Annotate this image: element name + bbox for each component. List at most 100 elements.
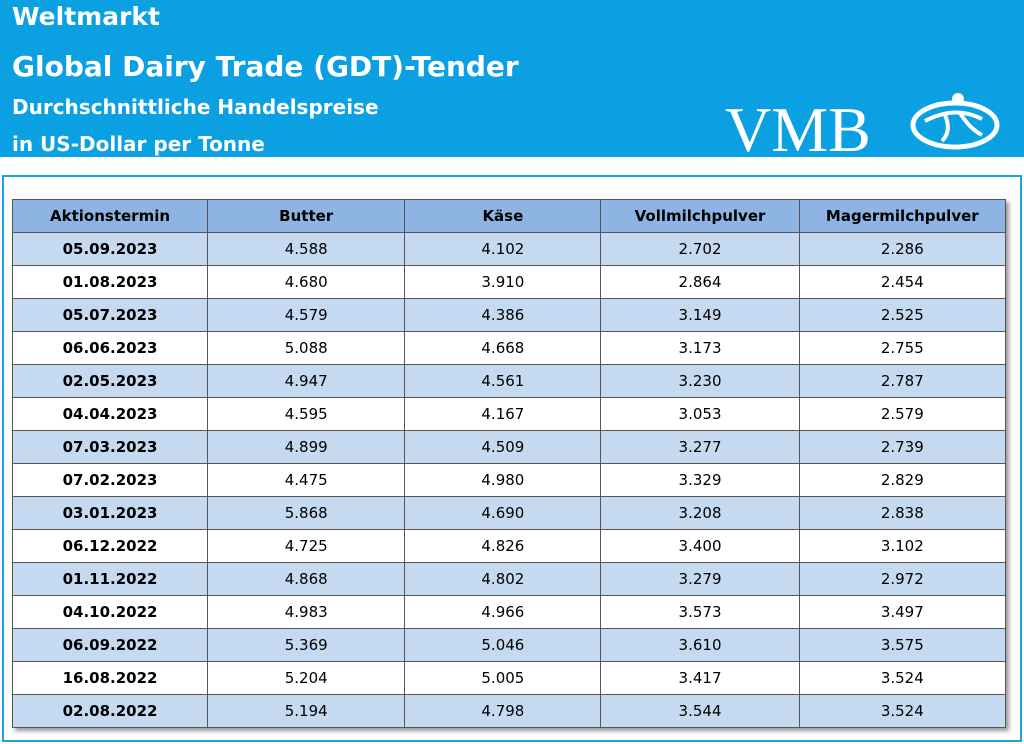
- logo: VMB: [725, 93, 1000, 157]
- price-cell: 4.595: [207, 397, 406, 431]
- price-cell: 3.208: [600, 496, 800, 530]
- price-cell: 4.668: [404, 331, 602, 365]
- price-cell: 4.102: [404, 232, 602, 266]
- price-cell: 3.173: [600, 331, 800, 365]
- price-cell: 3.279: [600, 562, 800, 596]
- table-row: 07.03.2023 4.899 4.509 3.277 2.739: [11, 430, 1007, 464]
- price-cell: 4.983: [207, 595, 406, 629]
- table-row: 05.09.2023 4.588 4.102 2.702 2.286: [11, 232, 1007, 266]
- logo-swirl: [924, 110, 983, 143]
- price-cell: 3.329: [600, 463, 800, 497]
- price-cell: 3.497: [798, 595, 1007, 629]
- price-cell: 2.787: [798, 364, 1007, 398]
- price-cell: 4.386: [404, 298, 602, 332]
- title: Weltmarkt: [12, 2, 160, 31]
- date-cell: 07.02.2023: [11, 463, 209, 497]
- date-cell: 06.06.2023: [11, 331, 209, 365]
- price-cell: 2.525: [798, 298, 1007, 332]
- price-cell: 3.400: [600, 529, 800, 563]
- table-row: 16.08.2022 5.204 5.005 3.417 3.524: [11, 661, 1007, 695]
- price-cell: 4.475: [207, 463, 406, 497]
- price-cell: 2.286: [798, 232, 1007, 266]
- price-cell: 4.966: [404, 595, 602, 629]
- price-cell: 2.829: [798, 463, 1007, 497]
- price-cell: 4.802: [404, 562, 602, 596]
- table-row: 06.09.2022 5.369 5.046 3.610 3.575: [11, 628, 1007, 662]
- price-cell: 3.544: [600, 694, 800, 728]
- table-row: 03.01.2023 5.868 4.690 3.208 2.838: [11, 496, 1007, 530]
- price-cell: 4.947: [207, 364, 406, 398]
- price-cell: 3.277: [600, 430, 800, 464]
- date-cell: 03.01.2023: [11, 496, 209, 530]
- price-cell: 4.680: [207, 265, 406, 299]
- date-cell: 16.08.2022: [11, 661, 209, 695]
- table-row: 04.10.2022 4.983 4.966 3.573 3.497: [11, 595, 1007, 629]
- table-row: 02.08.2022 5.194 4.798 3.544 3.524: [11, 694, 1007, 728]
- price-cell: 2.454: [798, 265, 1007, 299]
- price-cell: 3.102: [798, 529, 1007, 563]
- price-cell: 3.573: [600, 595, 800, 629]
- column-header: Aktionstermin: [11, 199, 209, 233]
- price-cell: 5.046: [404, 628, 602, 662]
- price-cell: 4.798: [404, 694, 602, 728]
- price-cell: 4.725: [207, 529, 406, 563]
- date-cell: 05.09.2023: [11, 232, 209, 266]
- table-row: 04.04.2023 4.595 4.167 3.053 2.579: [11, 397, 1007, 431]
- price-cell: 5.369: [207, 628, 406, 662]
- column-header: Magermilchpulver: [798, 199, 1007, 233]
- price-cell: 2.579: [798, 397, 1007, 431]
- price-cell: 4.167: [404, 397, 602, 431]
- table-row: 05.07.2023 4.579 4.386 3.149 2.525: [11, 298, 1007, 332]
- table-row: 01.08.2023 4.680 3.910 2.864 2.454: [11, 265, 1007, 299]
- price-table: Aktionstermin Butter Käse Vollmilchpulver Ma…: [11, 199, 1007, 728]
- column-header: Käse: [404, 199, 602, 233]
- price-cell: 3.417: [600, 661, 800, 695]
- price-cell: 3.910: [404, 265, 602, 299]
- price-cell: 2.838: [798, 496, 1007, 530]
- header-band: Weltmarkt Global Dairy Trade (GDT)-Tende…: [0, 0, 1024, 157]
- date-cell: 02.08.2022: [11, 694, 209, 728]
- price-cell: 2.755: [798, 331, 1007, 365]
- price-cell: 4.868: [207, 562, 406, 596]
- price-cell: 3.149: [600, 298, 800, 332]
- price-cell: 5.868: [207, 496, 406, 530]
- column-header: Butter: [207, 199, 406, 233]
- price-cell: 5.194: [207, 694, 406, 728]
- price-cell: 3.230: [600, 364, 800, 398]
- date-cell: 04.10.2022: [11, 595, 209, 629]
- price-cell: 2.739: [798, 430, 1007, 464]
- price-cell: 2.702: [600, 232, 800, 266]
- logo-text: VMB: [725, 94, 871, 157]
- date-cell: 06.09.2022: [11, 628, 209, 662]
- date-cell: 04.04.2023: [11, 397, 209, 431]
- table-row: 01.11.2022 4.868 4.802 3.279 2.972: [11, 562, 1007, 596]
- date-cell: 01.11.2022: [11, 562, 209, 596]
- date-cell: 07.03.2023: [11, 430, 209, 464]
- price-cell: 3.610: [600, 628, 800, 662]
- date-cell: 05.07.2023: [11, 298, 209, 332]
- table-row: 02.05.2023 4.947 4.561 3.230 2.787: [11, 364, 1007, 398]
- price-cell: 4.899: [207, 430, 406, 464]
- table-row: 07.02.2023 4.475 4.980 3.329 2.829: [11, 463, 1007, 497]
- column-header: Vollmilchpulver: [600, 199, 800, 233]
- subtitle-line: in US-Dollar per Tonne: [12, 132, 265, 156]
- price-cell: 4.561: [404, 364, 602, 398]
- price-cell: 4.826: [404, 529, 602, 563]
- price-cell: 5.088: [207, 331, 406, 365]
- price-cell: 5.005: [404, 661, 602, 695]
- price-cell: 3.524: [798, 661, 1007, 695]
- price-cell: 3.524: [798, 694, 1007, 728]
- subtitle-line: Durchschnittliche Handelspreise: [12, 95, 379, 119]
- table-frame: [2, 175, 1022, 742]
- price-cell: 4.509: [404, 430, 602, 464]
- price-cell: 4.980: [404, 463, 602, 497]
- logo-dot: [952, 93, 964, 105]
- header-row: Aktionstermin Butter Käse Vollmilchpulver Ma…: [11, 199, 1007, 233]
- date-cell: 01.08.2023: [11, 265, 209, 299]
- date-cell: 06.12.2022: [11, 529, 209, 563]
- price-cell: 4.579: [207, 298, 406, 332]
- date-cell: 02.05.2023: [11, 364, 209, 398]
- price-cell: 4.690: [404, 496, 602, 530]
- table-row: 06.06.2023 5.088 4.668 3.173 2.755: [11, 331, 1007, 365]
